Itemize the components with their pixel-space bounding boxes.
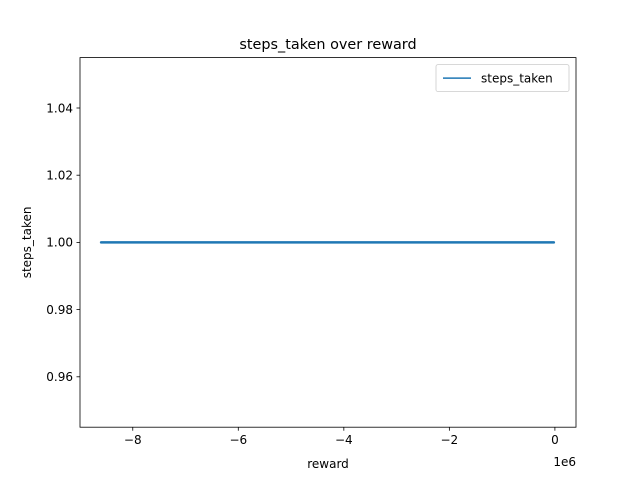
y-axis-label: steps_taken — [20, 207, 34, 279]
x-tick-label: −6 — [229, 433, 247, 447]
x-tick-label: −8 — [124, 433, 142, 447]
y-tick-label: 0.96 — [46, 370, 73, 384]
x-tick-label: 0 — [551, 433, 559, 447]
x-axis-label: reward — [307, 457, 349, 471]
legend-box — [435, 64, 570, 92]
y-axis: 0.96 0.98 1.00 1.02 1.04 — [46, 101, 80, 384]
chart-title: steps_taken over reward — [239, 37, 416, 53]
y-tick-label: 0.98 — [46, 303, 73, 317]
legend-label-steps-taken: steps_taken — [481, 71, 553, 85]
y-tick-label: 1.04 — [46, 101, 73, 115]
y-tick-label: 1.02 — [46, 169, 73, 183]
x-axis-offset-text: 1e6 — [553, 455, 576, 469]
x-tick-label: −2 — [441, 433, 459, 447]
y-tick-label: 1.00 — [46, 236, 73, 250]
x-axis: −8 −6 −4 −2 0 — [124, 427, 559, 447]
x-tick-label: −4 — [335, 433, 353, 447]
legend: steps_taken — [435, 64, 570, 92]
